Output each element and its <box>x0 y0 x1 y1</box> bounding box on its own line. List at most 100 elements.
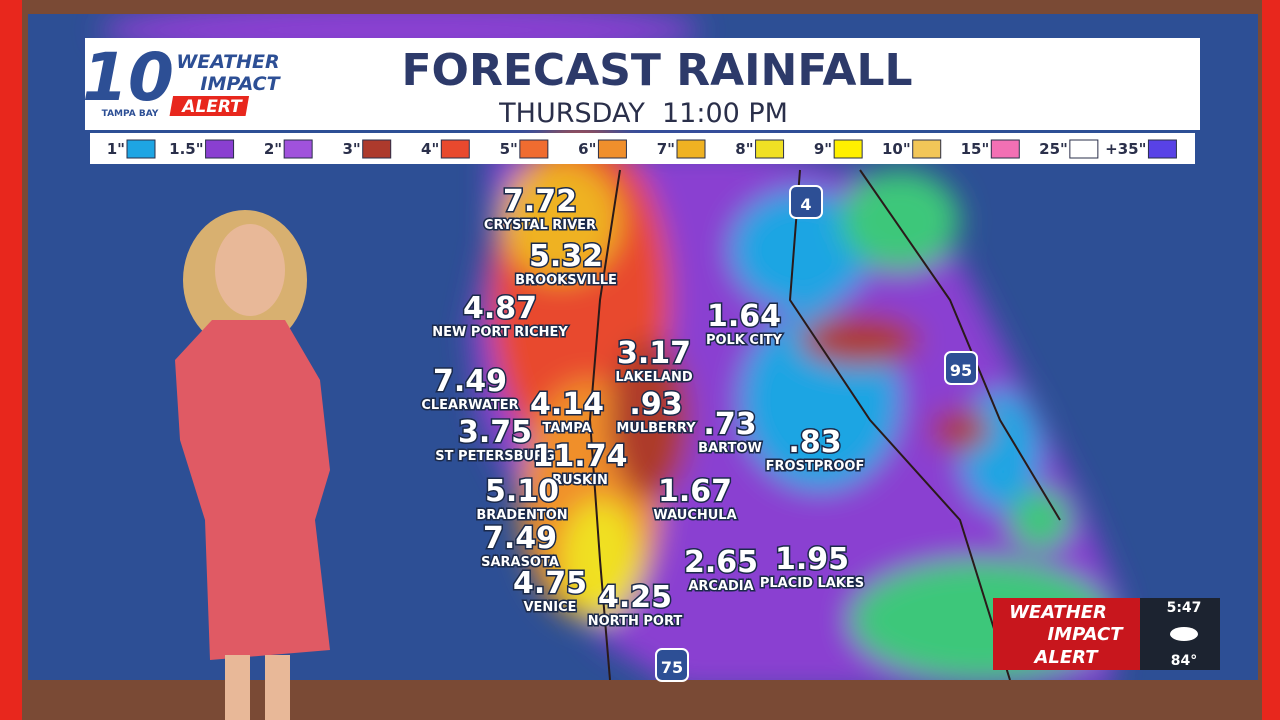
shield <box>655 648 689 682</box>
subtitle-day: THURSDAY <box>498 98 645 129</box>
rain-value: .73 <box>703 407 756 442</box>
legend-swatch <box>1069 139 1099 159</box>
rain-value: 7.49 <box>483 521 557 556</box>
city-name: NORTH PORT <box>588 614 683 629</box>
highway-number: 4 <box>800 195 811 214</box>
highway-number: 75 <box>661 658 683 677</box>
city-name: RUSKIN <box>552 473 608 488</box>
legend-swatch <box>440 139 470 159</box>
header-box <box>85 38 1200 130</box>
bug-line: ALERT <box>1032 647 1099 668</box>
city-name: CRYSTAL RIVER <box>484 218 596 233</box>
city-name: TAMPA <box>542 421 591 436</box>
brand-line: WEATHER <box>176 51 279 73</box>
rain-value: 2.65 <box>684 545 758 580</box>
city-name: ARCADIA <box>688 579 753 594</box>
legend-label: 9" <box>814 140 832 158</box>
frame-left <box>0 0 22 720</box>
legend-swatch <box>912 139 942 159</box>
legend-swatch <box>990 139 1020 159</box>
frame-right <box>1262 0 1280 720</box>
rain-value: 1.67 <box>658 474 732 509</box>
rain-value: 7.72 <box>503 184 577 219</box>
city-name: PLACID LAKES <box>760 576 864 591</box>
legend-label: 2" <box>264 140 282 158</box>
brand-line: ALERT <box>180 97 243 117</box>
legend-label: 25" <box>1039 140 1068 158</box>
rain-value: 4.14 <box>530 387 604 422</box>
brand-station: TAMPA BAY <box>102 109 159 119</box>
legend-label: 4" <box>421 140 439 158</box>
city-name: POLK CITY <box>706 333 783 348</box>
highway-shields: 4 95 75 <box>655 185 978 682</box>
brand-badge <box>169 96 250 116</box>
rain-value: 3.17 <box>617 336 691 371</box>
legend-label: 10" <box>882 140 911 158</box>
legend-swatch <box>1147 139 1177 159</box>
presenter <box>175 210 330 720</box>
subtitle-time: 11:00 PM <box>662 98 788 129</box>
legend: 1" 1.5" 2" 3" 4" 5" 6" 7" 8" 9" 10" 15" 25" +35" <box>107 139 1177 159</box>
rain-value: .83 <box>788 425 841 460</box>
weather-icon <box>1170 627 1198 641</box>
legend-swatch <box>126 139 156 159</box>
city-name: MULBERRY <box>616 421 696 436</box>
legend-label: 3" <box>342 140 360 158</box>
city-name: LAKELAND <box>615 370 693 385</box>
rain-value: 5.10 <box>485 474 559 509</box>
bug-temp: 84° <box>1171 653 1197 669</box>
legend-swatch <box>597 139 627 159</box>
road <box>788 169 1011 680</box>
bug-line: WEATHER <box>1009 602 1107 623</box>
city-name: BRADENTON <box>476 508 567 523</box>
legend-label: 7" <box>657 140 675 158</box>
legend-swatch <box>833 139 863 159</box>
city-name: ST PETERSBURG <box>435 449 554 464</box>
legend-swatch <box>362 139 392 159</box>
bug-line: IMPACT <box>1047 624 1124 645</box>
city-name: NEW PORT RICHEY <box>432 325 568 340</box>
city-name: SARASOTA <box>481 555 559 570</box>
legend-swatch <box>519 139 549 159</box>
legend-label: 1.5" <box>169 140 203 158</box>
rain-value: 4.75 <box>513 566 587 601</box>
rain-value: 4.25 <box>598 580 672 615</box>
city-name: FROSTPROOF <box>766 459 865 474</box>
brand-number: 10 <box>82 39 174 116</box>
title: FORECAST RAINFALL <box>401 45 912 96</box>
road <box>588 169 621 680</box>
legend-label: +35" <box>1105 140 1146 158</box>
rain-value: .93 <box>629 387 682 422</box>
city-name: VENICE <box>523 600 576 615</box>
legend-swatch <box>676 139 706 159</box>
shield <box>944 351 978 385</box>
brand-line: IMPACT <box>200 73 281 95</box>
legend-label: 8" <box>735 140 753 158</box>
legend-swatch <box>205 139 235 159</box>
city-name: CLEARWATER <box>421 398 518 413</box>
city-name: WAUCHULA <box>653 508 736 523</box>
rain-value: 1.95 <box>775 542 849 577</box>
legend-swatch <box>755 139 785 159</box>
legend-label: 1" <box>107 140 125 158</box>
city-name: BARTOW <box>698 441 762 456</box>
rain-value: 11.74 <box>533 439 628 474</box>
highway-number: 95 <box>950 361 972 380</box>
shield <box>789 185 823 219</box>
rain-value: 3.75 <box>458 415 532 450</box>
rain-value: 5.32 <box>529 239 603 274</box>
legend-bar <box>90 133 1195 164</box>
rain-value: 4.87 <box>463 291 537 326</box>
legend-label: 6" <box>578 140 596 158</box>
bug-time: 5:47 <box>1167 600 1202 616</box>
legend-swatch <box>283 139 313 159</box>
city-name: BROOKSVILLE <box>515 273 617 288</box>
bug-panel <box>993 598 1140 670</box>
rain-value: 7.49 <box>433 364 507 399</box>
rain-value: 1.64 <box>707 299 781 334</box>
legend-label: 5" <box>500 140 518 158</box>
legend-label: 15" <box>961 140 990 158</box>
